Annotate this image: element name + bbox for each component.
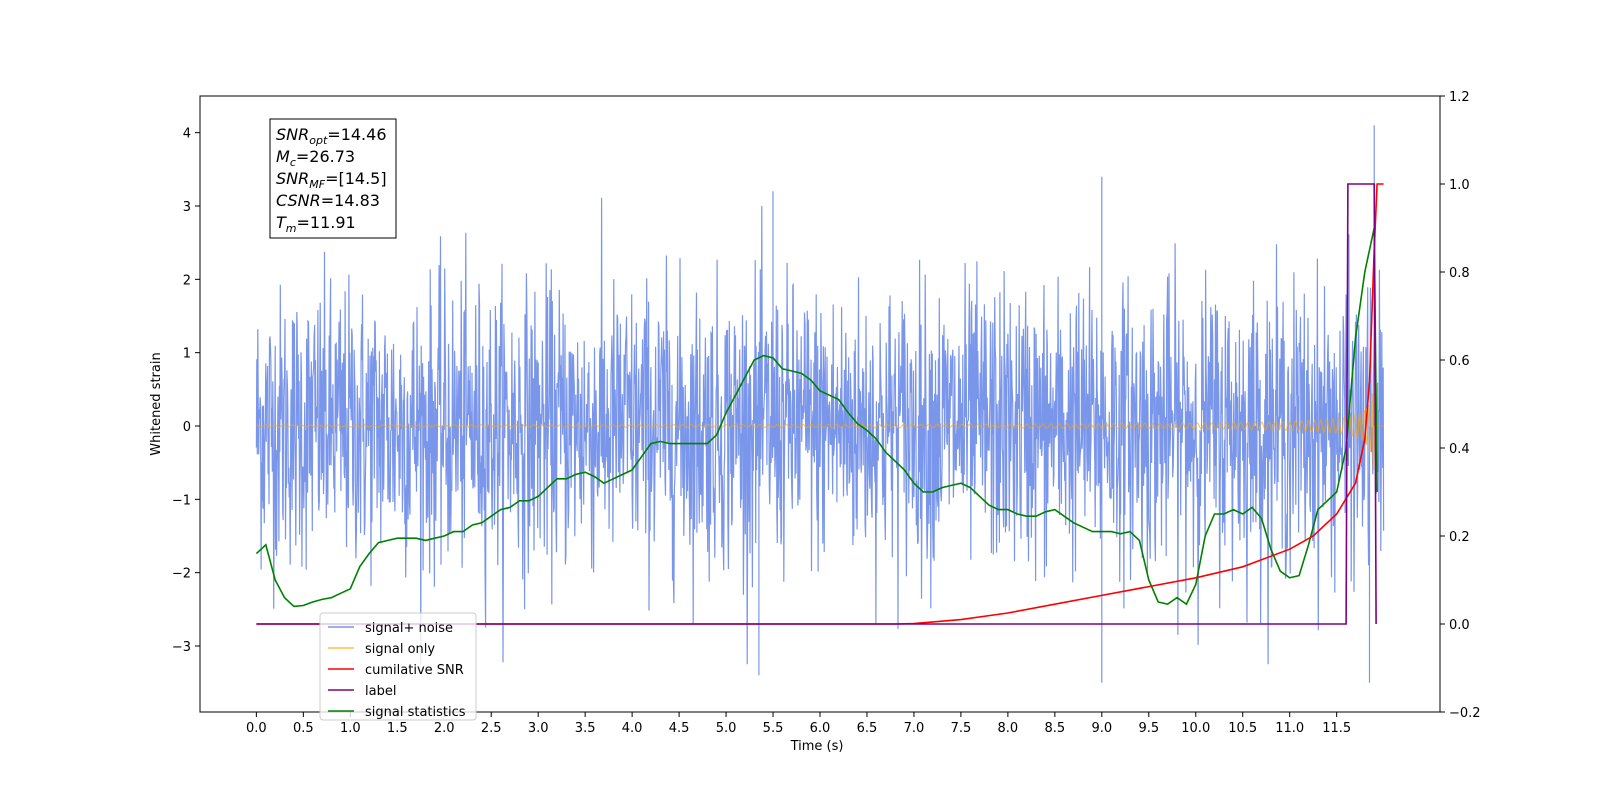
x-tick-label: 11.5 bbox=[1322, 721, 1351, 736]
y-right-tick-label: −0.2 bbox=[1449, 706, 1481, 721]
y-left-tick-label: 0 bbox=[183, 420, 191, 435]
x-tick-label: 3.0 bbox=[528, 721, 549, 736]
y-right-tick-label: 0.2 bbox=[1449, 530, 1470, 545]
legend-label: label bbox=[365, 684, 396, 699]
y-left-tick-label: −3 bbox=[172, 640, 191, 655]
info-box-line: CSNR=14.83 bbox=[276, 191, 380, 210]
y-left-tick-label: −2 bbox=[172, 567, 191, 582]
info-box-line: SNRMF=[14.5] bbox=[276, 169, 387, 191]
legend-frame bbox=[319, 612, 477, 721]
x-tick-label: 8.0 bbox=[998, 721, 1019, 736]
y-right-tick-label: 0.0 bbox=[1449, 618, 1470, 633]
series-cumulative-snr-line bbox=[256, 183, 1384, 625]
info-box-line: Mc=26.73 bbox=[276, 147, 355, 169]
x-tick-label: 3.5 bbox=[575, 721, 596, 736]
x-tick-label: 0.0 bbox=[246, 721, 267, 736]
x-tick-label: 9.0 bbox=[1091, 721, 1112, 736]
legend-label: signal+ noise bbox=[365, 621, 453, 636]
x-tick-label: 2.0 bbox=[434, 721, 455, 736]
legend-label: signal only bbox=[365, 642, 435, 657]
series-label-line bbox=[256, 183, 1377, 625]
y-left-tick-label: 3 bbox=[183, 200, 191, 215]
y-left-tick-label: −1 bbox=[172, 493, 191, 508]
series-group bbox=[255, 125, 1385, 683]
y-right-tick-label: 0.6 bbox=[1449, 354, 1470, 369]
y-right-tick-label: 0.4 bbox=[1449, 442, 1470, 457]
info-box-frame bbox=[269, 118, 397, 239]
x-tick-label: 4.5 bbox=[669, 721, 690, 736]
series-signal-statistics-line bbox=[255, 227, 1378, 608]
y-right-tick-label: 0.8 bbox=[1449, 266, 1470, 281]
x-tick-label: 6.0 bbox=[810, 721, 831, 736]
x-tick-label: 6.5 bbox=[857, 721, 878, 736]
y-left-tick-label: 4 bbox=[183, 127, 191, 142]
x-tick-label: 10.0 bbox=[1181, 721, 1210, 736]
y-right-tick-label: 1.2 bbox=[1449, 90, 1470, 105]
x-tick-label: 7.0 bbox=[904, 721, 925, 736]
y-left-tick-label: 2 bbox=[183, 273, 191, 288]
series-signal-only-line bbox=[256, 381, 1384, 471]
x-tick-label: 8.5 bbox=[1045, 721, 1066, 736]
x-tick-label: 2.5 bbox=[481, 721, 502, 736]
x-tick-label: 9.5 bbox=[1138, 721, 1159, 736]
ticks-group: 0.0 0.5 1.0 1.5 2.0 2.5 3.0 3.5 4.0 4.5 5.0 5.5 6.0 6… bbox=[172, 90, 1481, 736]
legend: signal+ noise signal only cumilative SNR la… bbox=[319, 612, 477, 721]
x-tick-label: 0.5 bbox=[293, 721, 314, 736]
x-tick-label: 5.0 bbox=[716, 721, 737, 736]
x-tick-label: 10.5 bbox=[1228, 721, 1257, 736]
x-tick-label: 4.0 bbox=[622, 721, 643, 736]
x-tick-label: 11.0 bbox=[1275, 721, 1304, 736]
info-box-line: SNRopt=14.46 bbox=[276, 125, 387, 147]
info-box: SNRopt=14.46Mc=26.73SNRMF=[14.5]CSNR=14.… bbox=[269, 118, 397, 239]
y-right-tick-label: 1.0 bbox=[1449, 178, 1470, 193]
x-tick-label: 1.0 bbox=[340, 721, 361, 736]
x-axis-label: Time (s) bbox=[790, 739, 844, 754]
legend-label: signal statistics bbox=[365, 705, 466, 720]
legend-label: cumilative SNR bbox=[365, 663, 464, 678]
x-tick-label: 5.5 bbox=[763, 721, 784, 736]
x-tick-label: 7.5 bbox=[951, 721, 972, 736]
x-tick-label: 1.5 bbox=[387, 721, 408, 736]
info-box-line: Tm=11.91 bbox=[276, 213, 356, 235]
y-axis-label: Whitened strain bbox=[149, 352, 164, 455]
y-left-tick-label: 1 bbox=[183, 347, 191, 362]
